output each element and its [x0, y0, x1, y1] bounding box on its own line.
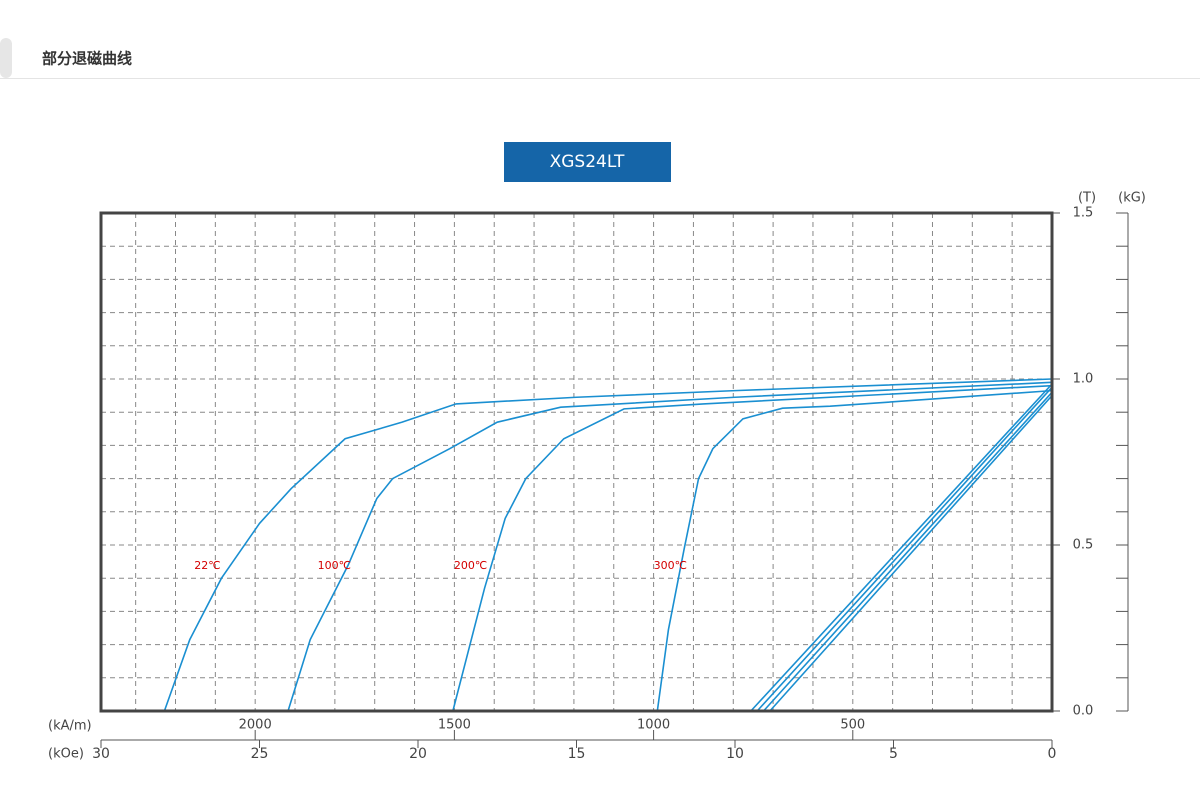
x2-tick-label: 500	[840, 718, 865, 733]
curve	[163, 378, 1053, 712]
curve-label: 100℃	[318, 559, 351, 572]
x2-axis-label: (kA/m)	[48, 719, 92, 734]
x-tick-label: 0	[1048, 746, 1057, 762]
x-tick-label: 5	[889, 746, 898, 762]
page-title: 部分退磁曲线	[42, 50, 132, 68]
y-tick-label: 0.5	[1073, 538, 1094, 553]
curve-label: 22℃	[194, 559, 220, 572]
curve	[750, 383, 1053, 712]
x-tick-label: 15	[568, 746, 586, 762]
x2-tick-label: 1000	[637, 718, 670, 733]
y-axis-label: (T)	[1078, 191, 1096, 206]
x-tick-label: 20	[409, 746, 427, 762]
x-tick-label: 30	[92, 746, 110, 762]
curve-label: 200℃	[454, 559, 487, 572]
y2-axis-label: (kG)	[1118, 191, 1146, 206]
y-tick-label: 1.0	[1073, 372, 1094, 387]
y-tick-label: 1.5	[1073, 206, 1094, 221]
curve	[656, 389, 1053, 712]
y-tick-label: 0.0	[1073, 704, 1094, 719]
curve	[287, 381, 1053, 712]
curve	[769, 395, 1053, 712]
header-tab	[0, 38, 12, 78]
curve	[756, 386, 1053, 712]
x-axis-label: (kOe)	[48, 747, 84, 762]
curve	[762, 391, 1053, 712]
x-tick-label: 10	[726, 746, 744, 762]
curve-label: 300℃	[654, 559, 687, 572]
x2-tick-label: 1500	[438, 718, 471, 733]
chart-title: XGS24LT	[550, 152, 625, 172]
x2-tick-label: 2000	[239, 718, 272, 733]
x-tick-label: 25	[251, 746, 269, 762]
plot-frame	[99, 211, 1054, 713]
curve	[452, 384, 1053, 712]
title-box	[504, 142, 671, 182]
